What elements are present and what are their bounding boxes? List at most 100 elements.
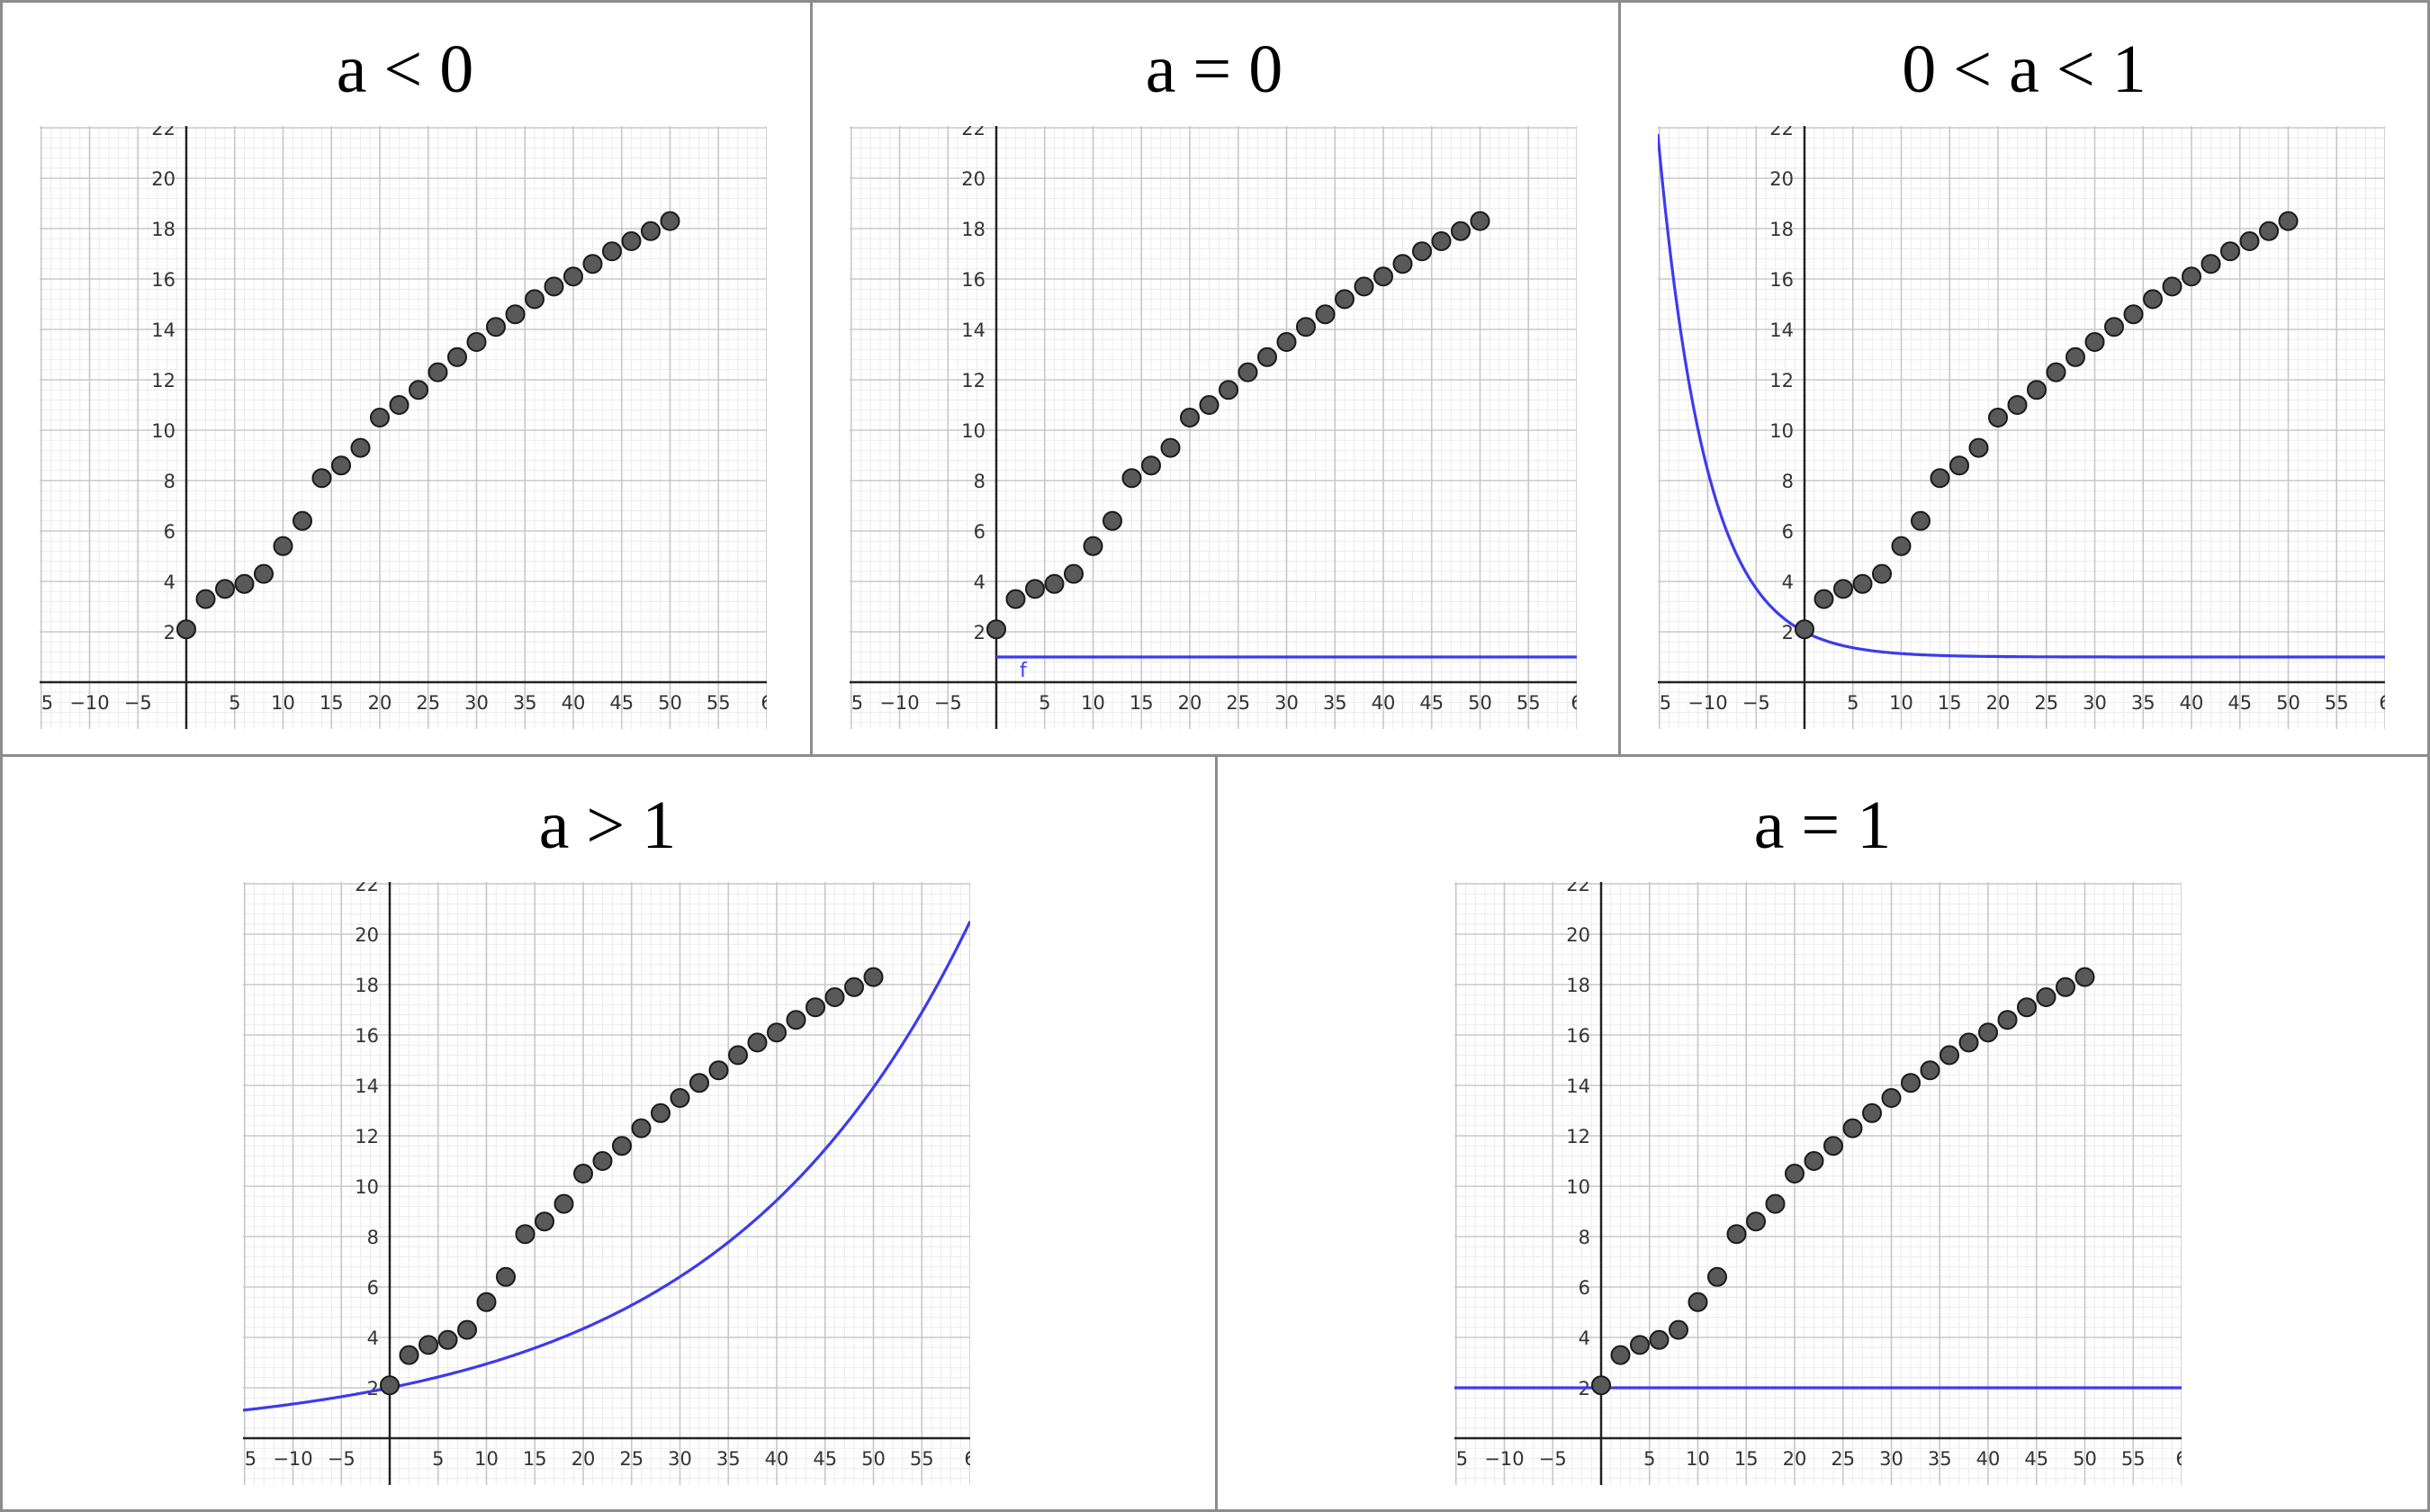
data-point [1997, 1010, 2018, 1030]
x-tick-label: 6 [2175, 1448, 2182, 1470]
data-point [824, 987, 845, 1007]
y-tick-label: 18 [1566, 975, 1590, 996]
y-tick-label: 22 [961, 126, 986, 140]
data-point [2036, 987, 2056, 1007]
data-point [563, 266, 583, 287]
data-point [592, 1151, 613, 1171]
y-tick-label: 14 [355, 1076, 379, 1097]
y-tick-label: 14 [961, 320, 986, 341]
divider [1618, 0, 1621, 756]
x-tick-label: 25 [1831, 1448, 1855, 1470]
data-point [2278, 211, 2299, 231]
x-tick-label: 20 [1178, 692, 1202, 714]
panel-a-equals-1: a = 1 15−10−5510152025303540455055624681… [1215, 756, 2430, 1512]
chart-plot: 15−10−5510152025303540455055624681012141… [1454, 882, 2182, 1485]
data-point [1392, 254, 1413, 274]
data-point [1949, 455, 1969, 476]
data-point [1470, 211, 1490, 231]
data-point [1746, 1211, 1766, 1232]
y-tick-label: 20 [151, 168, 176, 190]
y-tick-label: 6 [1579, 1277, 1590, 1299]
x-tick-label: −5 [124, 692, 152, 714]
data-point [331, 455, 351, 476]
data-point [728, 1045, 748, 1066]
divider [1215, 754, 1218, 1512]
data-point [2162, 276, 2182, 297]
panel-title: a = 1 [1753, 788, 1892, 863]
x-tick-label: −5 [934, 692, 962, 714]
data-point [2074, 967, 2095, 987]
y-tick-label: 16 [961, 269, 986, 291]
data-point [1451, 220, 1471, 241]
y-tick-label: 16 [355, 1025, 379, 1047]
data-point [786, 1010, 806, 1030]
data-point [380, 1375, 400, 1396]
data-point [612, 1136, 632, 1156]
y-tick-label: 12 [355, 1126, 379, 1148]
data-point [496, 1266, 516, 1287]
data-point [1044, 573, 1065, 594]
y-tick-label: 16 [151, 269, 176, 291]
panel-a-negative: a < 0 15−10−5510152025303540455055624681… [0, 0, 810, 756]
x-tick-label: 30 [464, 692, 489, 714]
data-point [1852, 573, 1873, 594]
x-tick-label: 15 [1734, 1448, 1759, 1470]
data-point [986, 619, 1006, 640]
x-tick-label: 5 [1039, 692, 1050, 714]
data-point [1610, 1345, 1631, 1365]
data-point [806, 997, 825, 1018]
panel-a-between-0-1: 0 < a < 1 15 −10 −5 5 10 15 20 25 30 35 40 45 50 55 6 2… [1618, 0, 2430, 756]
data-point [554, 1193, 574, 1214]
data-point [1025, 579, 1045, 599]
data-point [582, 254, 603, 274]
x-tick-label: 25 [2034, 692, 2058, 714]
x-tick-label: 25 [619, 1448, 644, 1470]
data-point [515, 1224, 536, 1245]
chart-plot: 15−10−5510152025303540455055624681012141… [1658, 126, 2385, 729]
y-tick-label: 12 [961, 370, 986, 392]
data-point [747, 1032, 768, 1053]
model-curve [1658, 133, 2385, 659]
model-curve [243, 920, 970, 1412]
x-tick-label: −5 [1742, 692, 1770, 714]
y-tick-label: 8 [974, 471, 986, 492]
x-tick-label: 10 [1081, 692, 1105, 714]
data-point [1238, 362, 1258, 382]
y-tick-label: 22 [151, 126, 176, 140]
x-tick-label: 50 [2276, 692, 2300, 714]
x-tick-label: 15 [1658, 692, 1671, 714]
x-tick-label: 35 [1323, 692, 1347, 714]
data-point [399, 1345, 419, 1365]
data-point [1121, 468, 1142, 489]
data-point [2056, 976, 2075, 997]
data-point [1814, 589, 1834, 609]
data-point [2259, 220, 2279, 241]
data-point [535, 1211, 554, 1232]
y-tick-label: 8 [1782, 471, 1794, 492]
x-tick-label: 55 [910, 1448, 934, 1470]
data-point [1335, 289, 1354, 310]
x-tick-label: 30 [1274, 692, 1299, 714]
data-point [767, 1022, 787, 1043]
x-tick-label: 35 [716, 1448, 741, 1470]
x-tick-label: 5 [1847, 692, 1858, 714]
data-point [1833, 579, 1853, 599]
data-point [1707, 1266, 1727, 1287]
panel-title: a > 1 [538, 788, 677, 863]
data-point [1795, 619, 1814, 640]
data-point [1726, 1224, 1747, 1245]
data-point [447, 346, 467, 367]
data-point [1199, 395, 1220, 415]
minor-grid [1658, 126, 2385, 729]
data-point [660, 211, 680, 231]
data-point [1930, 468, 1950, 489]
x-tick-label: −10 [879, 692, 919, 714]
y-tick-label: 14 [1769, 320, 1794, 341]
data-point [2220, 241, 2240, 262]
data-point [1669, 1319, 1688, 1340]
x-tick-label: 35 [513, 692, 537, 714]
y-tick-label: 22 [1566, 882, 1590, 896]
x-tick-label: 6 [1570, 692, 1577, 714]
data-point [176, 619, 196, 640]
y-tick-label: 18 [961, 219, 986, 240]
